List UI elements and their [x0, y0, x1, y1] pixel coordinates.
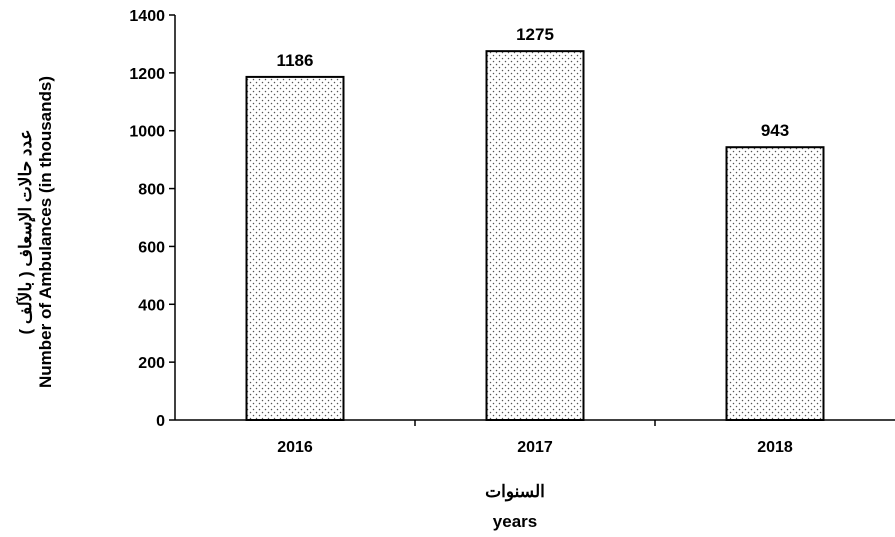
y-tick-label: 0: [156, 413, 165, 430]
x-axis-title-english: years: [493, 512, 537, 531]
bars-group: [245, 50, 825, 422]
y-tick-label: 1000: [129, 124, 165, 141]
y-axis-title-english: Number of Ambulances (in thousands): [36, 76, 55, 388]
data-labels-group: 1186 1275 943: [277, 25, 790, 140]
bar-2016: [245, 75, 345, 422]
bar-2017: [485, 50, 585, 422]
y-tick-label: 1400: [129, 8, 165, 25]
y-tick-label: 600: [138, 239, 165, 256]
data-label-2017: 1275: [516, 25, 554, 44]
x-tick-label-2017: 2017: [517, 439, 553, 456]
y-tick-label: 1200: [129, 66, 165, 83]
y-axis-ticks: 0 200 400 600 800 1000 1200 1400: [129, 8, 175, 430]
x-tick-label-2018: 2018: [757, 439, 793, 456]
data-label-2018: 943: [761, 121, 789, 140]
y-tick-label: 400: [138, 297, 165, 314]
x-axis-title-arabic: السنوات: [485, 482, 545, 502]
y-tick-label: 200: [138, 355, 165, 372]
y-axis-title-arabic: عدد حالات الإسعاف ( بالآلف ): [16, 129, 36, 334]
x-tick-label-2016: 2016: [277, 439, 313, 456]
x-axis-ticks: 2016 2017 2018: [277, 420, 793, 456]
bar-2018: [725, 146, 825, 421]
y-axis-title: عدد حالات الإسعاف ( بالآلف ) Number of A…: [16, 76, 55, 388]
data-label-2016: 1186: [277, 51, 314, 70]
y-tick-label: 800: [138, 182, 165, 199]
